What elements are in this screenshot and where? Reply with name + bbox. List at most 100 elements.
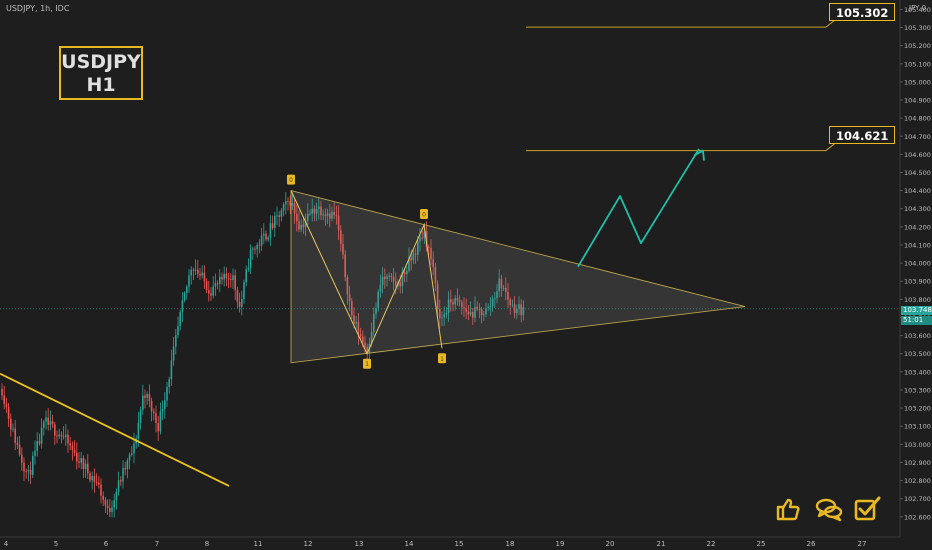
candle-body: [124, 468, 126, 470]
candle-body: [315, 209, 318, 214]
unit-suffix: 0: [921, 4, 927, 12]
candle-body: [476, 306, 478, 310]
candle-body: [254, 248, 256, 250]
candle-body: [45, 417, 47, 422]
y-tick-label: 103.100: [904, 423, 931, 431]
candle-body: [395, 281, 397, 286]
candle-body: [247, 268, 250, 270]
candle-body: [296, 213, 298, 222]
candle-body: [485, 308, 487, 315]
x-tick-label: 12: [304, 540, 313, 548]
y-tick-label: 104.700: [904, 133, 931, 141]
candle-body: [210, 293, 212, 296]
candle-body: [388, 275, 390, 277]
x-tick-label: 5: [54, 540, 58, 548]
candle-body: [212, 286, 214, 296]
candle-body: [428, 246, 430, 248]
candle-body: [32, 455, 34, 475]
candle-body: [454, 298, 456, 305]
candle-body: [49, 421, 52, 425]
downtrend-line[interactable]: [0, 372, 230, 487]
candle-body: [311, 208, 313, 214]
candle-body: [375, 308, 377, 314]
checkbox-icon[interactable]: [853, 495, 881, 523]
candle-body: [91, 476, 93, 481]
projection-path[interactable]: [577, 148, 700, 268]
y-tick-label: 103.300: [904, 386, 931, 394]
candle-body: [133, 443, 135, 454]
candle-body: [445, 313, 448, 315]
x-tick-label: 11: [254, 540, 263, 548]
candle-body: [43, 421, 45, 428]
candle-body: [144, 395, 146, 398]
candle-body: [291, 203, 294, 206]
candle-body: [430, 247, 432, 260]
candle-body: [168, 379, 170, 387]
x-tick-label: 6: [104, 540, 109, 548]
candle-body: [175, 335, 177, 347]
candle-body: [56, 435, 58, 437]
candle-body: [150, 401, 153, 412]
candle-body: [179, 311, 181, 326]
candle-body: [137, 422, 140, 439]
candle-body: [331, 211, 333, 219]
candle-body: [102, 495, 104, 500]
time-axis[interactable]: 4 5 6 7 8 11 12 13 14 15 18 19 20 21 22 25 26 27: [4, 540, 867, 548]
candle-body: [377, 291, 379, 309]
candle-body: [370, 331, 373, 344]
candle-body: [157, 422, 159, 432]
candle-body: [434, 266, 437, 284]
candle-body: [516, 308, 518, 314]
pivot-marker[interactable]: [438, 353, 446, 364]
candle-body: [252, 248, 254, 250]
candle-body: [21, 454, 23, 463]
candle-body: [355, 321, 357, 324]
tag-timeframe: H1: [86, 74, 116, 96]
candle-body: [25, 471, 27, 473]
candle-body: [54, 424, 56, 436]
candle-body: [89, 473, 91, 481]
y-tick-label: 104.100: [904, 241, 931, 249]
candle-body: [34, 450, 36, 456]
chat-bubbles-icon[interactable]: [815, 495, 843, 523]
candle-body: [214, 283, 217, 287]
target-price-label-1: 105.302: [829, 3, 896, 21]
candle-body: [278, 215, 280, 217]
pivot-marker[interactable]: [287, 174, 295, 185]
candle-body: [271, 223, 274, 229]
candle-body: [14, 428, 16, 443]
y-tick-label: 104.200: [904, 223, 931, 231]
candle-body: [249, 249, 252, 269]
candle-body: [379, 284, 382, 292]
candle-body: [461, 302, 463, 308]
drawings: 0 1 0 1: [0, 18, 900, 487]
candle-body: [324, 214, 327, 216]
pivot-marker[interactable]: [363, 358, 371, 369]
candle-body: [238, 301, 241, 307]
candle-body: [142, 395, 144, 411]
triangle-pattern[interactable]: [290, 190, 746, 364]
candle-body: [170, 360, 173, 380]
candle-body: [126, 460, 129, 470]
candle-body: [351, 301, 353, 316]
candle-body: [408, 257, 410, 271]
candle-body: [47, 417, 49, 425]
candle-body: [392, 276, 395, 282]
candle-body: [58, 434, 60, 437]
pivot-label: 0: [289, 177, 293, 184]
candle-body: [274, 216, 276, 229]
thumbs-up-icon[interactable]: [774, 495, 802, 523]
candle-body: [439, 308, 441, 319]
candle-body: [320, 206, 322, 216]
candle-body: [227, 278, 230, 280]
price-axis[interactable]: 105.400 105.300 105.200 105.100 105.000 104.9…: [900, 6, 931, 521]
candle-body: [12, 428, 14, 430]
pivot-label: 1: [365, 361, 369, 368]
candle-body: [67, 434, 69, 444]
y-tick-label: 103.900: [904, 278, 931, 286]
candle-body: [80, 458, 82, 463]
candle-body: [406, 270, 408, 275]
pivot-label: 1: [440, 356, 444, 363]
pivot-marker[interactable]: [420, 209, 428, 220]
